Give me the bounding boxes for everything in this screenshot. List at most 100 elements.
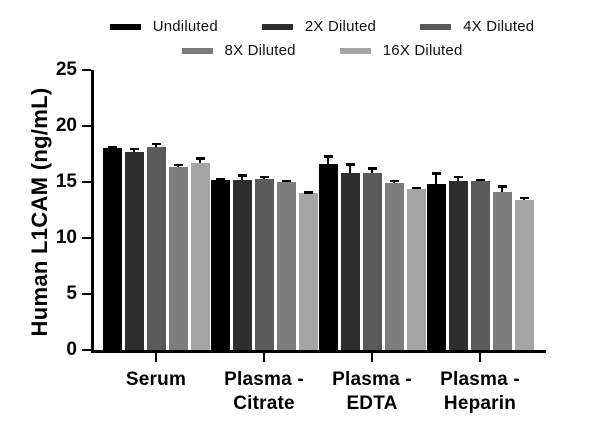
bar-group-serum xyxy=(102,142,210,350)
y-axis-tick-label: 0 xyxy=(66,339,77,360)
error-bar-whisker xyxy=(237,174,247,180)
error-bar-cap xyxy=(215,177,225,181)
bar xyxy=(232,174,252,350)
x-axis-category-label-line: Plasma - xyxy=(332,369,412,390)
legend-label: 8X Diluted xyxy=(224,42,296,59)
bar xyxy=(298,190,318,350)
legend-swatch-icon xyxy=(420,23,452,30)
bar xyxy=(168,163,188,350)
error-bar-cap xyxy=(259,175,269,179)
legend-item: Undiluted xyxy=(109,18,218,35)
error-bar-cap xyxy=(173,163,183,167)
error-bar-cap xyxy=(281,179,291,183)
y-axis-tick-label: 10 xyxy=(55,227,77,248)
error-bar-cap xyxy=(151,142,161,146)
x-axis-category-label: Plasma - EDTA xyxy=(297,368,447,416)
x-axis-category-label-line: Plasma - xyxy=(440,369,520,390)
x-axis-category-label: Serum xyxy=(81,368,231,392)
y-axis-tick xyxy=(82,180,91,184)
error-bar-whisker xyxy=(497,185,507,193)
x-axis-category-label: Plasma - Heparin xyxy=(405,368,555,416)
y-axis-tick-label: 20 xyxy=(55,115,77,136)
error-bar-cap xyxy=(497,185,507,188)
chart-legend: Undiluted 2X Diluted 4X Diluted 8X Diluted 1… xyxy=(91,18,553,59)
legend-item: 2X Diluted xyxy=(261,18,377,35)
error-bar-whisker xyxy=(519,196,529,200)
x-axis-tick xyxy=(154,350,158,362)
y-axis-tick xyxy=(82,124,91,128)
error-bar-cap xyxy=(303,190,313,194)
y-axis-tick-label: 25 xyxy=(55,59,77,80)
bar xyxy=(210,177,230,350)
error-bar-cap xyxy=(475,178,485,182)
bar-group-plasma-edta xyxy=(318,155,426,350)
bar xyxy=(146,142,166,350)
y-axis-tick xyxy=(82,236,91,240)
bar xyxy=(276,179,296,350)
error-bar-whisker xyxy=(453,175,463,181)
x-axis-tick xyxy=(370,350,374,362)
bar xyxy=(406,186,426,350)
bar xyxy=(124,147,144,350)
error-bar-whisker xyxy=(215,177,225,181)
error-bar-whisker xyxy=(281,179,291,183)
error-bar-whisker xyxy=(475,178,485,182)
y-axis-tick xyxy=(82,292,91,296)
x-axis-category-label-line: Heparin xyxy=(443,393,517,414)
error-bar-cap xyxy=(237,174,247,177)
error-bar-whisker xyxy=(151,142,161,148)
bar xyxy=(492,185,512,350)
x-axis-tick xyxy=(262,350,266,362)
error-bar-whisker xyxy=(431,171,441,185)
error-bar-whisker xyxy=(129,147,139,152)
legend-swatch-icon xyxy=(261,23,293,30)
error-bar-whisker xyxy=(345,162,355,174)
bar xyxy=(384,179,404,350)
legend-row: Undiluted 2X Diluted 4X Diluted xyxy=(109,18,535,35)
error-bar-cap xyxy=(129,147,139,151)
legend-label: 4X Diluted xyxy=(463,18,535,35)
x-axis-category-label-line: Plasma - xyxy=(224,369,304,390)
error-bar-whisker xyxy=(367,167,377,174)
legend-label: 16X Diluted xyxy=(382,42,463,59)
error-bar-whisker xyxy=(107,146,117,149)
error-bar-cap xyxy=(345,162,355,166)
error-bar-whisker xyxy=(173,163,183,168)
error-bar-cap xyxy=(195,157,205,160)
bar xyxy=(448,175,468,350)
legend-label: 2X Diluted xyxy=(304,18,377,35)
bar-group-plasma-heparin xyxy=(426,171,534,350)
error-bar-whisker xyxy=(195,157,205,163)
error-bar-whisker xyxy=(323,155,333,165)
error-bar-whisker xyxy=(259,175,269,179)
bar xyxy=(514,196,534,350)
y-axis-tick-label: 15 xyxy=(55,171,77,192)
error-bar-cap xyxy=(431,171,441,175)
legend-swatch-icon xyxy=(181,47,213,54)
bar xyxy=(340,162,360,350)
y-axis-tick xyxy=(82,348,91,352)
legend-item: 4X Diluted xyxy=(420,18,534,35)
x-axis-category-label-line: Citrate xyxy=(233,393,295,414)
legend-swatch-icon xyxy=(339,47,371,54)
x-axis-category-label-line: EDTA xyxy=(346,393,398,414)
error-bar-cap xyxy=(389,179,399,183)
bar xyxy=(318,155,338,350)
x-axis-tick xyxy=(478,350,482,362)
x-axis-category-label-line: Serum xyxy=(125,369,187,390)
bar xyxy=(426,171,446,350)
bar xyxy=(102,146,122,350)
error-bar-cap xyxy=(323,155,333,158)
error-bar-cap xyxy=(367,167,377,171)
bar xyxy=(362,167,382,350)
bar xyxy=(190,157,210,350)
legend-swatch-icon xyxy=(109,23,141,30)
y-axis-tick-label: 5 xyxy=(66,283,77,304)
error-bar-whisker xyxy=(303,190,313,194)
error-bar-cap xyxy=(453,175,463,179)
legend-label: Undiluted xyxy=(152,18,218,35)
legend-row: 8X Diluted 16X Diluted xyxy=(181,42,463,59)
x-axis-category-label: Plasma - Citrate xyxy=(189,368,339,416)
legend-item: 16X Diluted xyxy=(339,42,463,59)
